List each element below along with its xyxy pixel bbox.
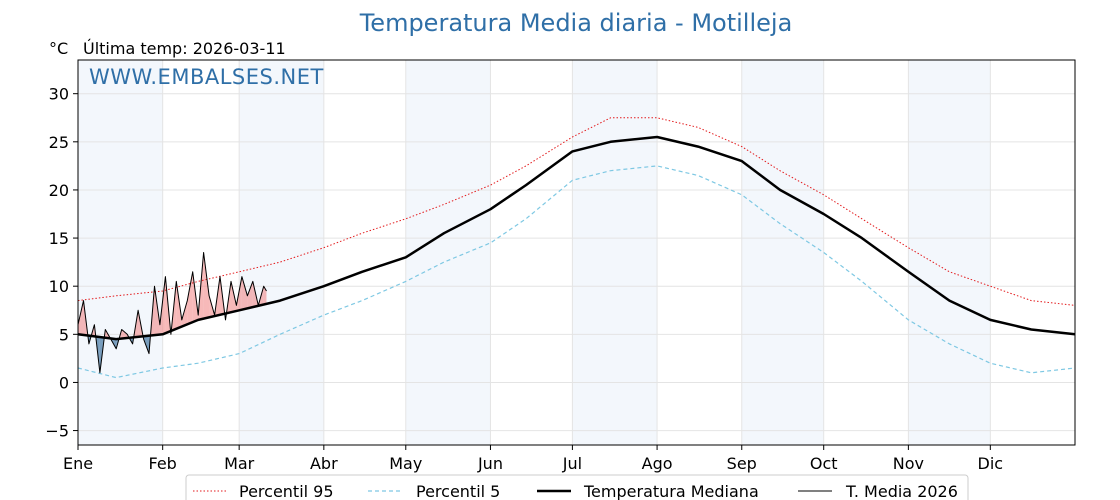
x-axis-ticks: Ene Feb Mar Abr May Jun Jul Ago Sep Oct Nov Dic	[63, 445, 1003, 473]
month-band	[78, 60, 163, 445]
plot-frame	[77, 59, 1076, 446]
warm-anomaly-fill	[78, 300, 84, 335]
x-tick-label: Dic	[978, 454, 1004, 473]
warm-anomaly-fill	[203, 252, 210, 319]
legend-label: T. Media 2026	[845, 482, 958, 500]
x-tick-label: Jun	[477, 454, 503, 473]
legend-label: Percentil 95	[239, 482, 334, 500]
x-tick-label: Ene	[63, 454, 93, 473]
chart-title: Temperatura Media diaria - Motilleja	[359, 9, 793, 37]
watermark: WWW.EMBALSES.NET	[89, 65, 324, 89]
month-band	[908, 60, 991, 445]
y-tick-label: 25	[49, 133, 69, 152]
x-tick-label: Sep	[727, 454, 757, 473]
x-tick-label: Ago	[642, 454, 673, 473]
x-tick-label: Mar	[224, 454, 255, 473]
y-tick-label: 5	[59, 325, 69, 344]
legend-box	[185, 474, 969, 500]
grid-lines	[77, 60, 1075, 445]
warm-anomaly-fill	[241, 276, 248, 310]
series-line-solid-thin	[77, 252, 267, 374]
warm-anomaly-fill	[187, 271, 193, 325]
series-line-dashed	[77, 165, 1076, 379]
month-band	[239, 60, 324, 445]
month-band	[741, 60, 824, 445]
x-tick-label: Jul	[562, 454, 582, 473]
y-tick-label: 15	[49, 229, 69, 248]
x-tick-label: Abr	[310, 454, 338, 473]
series-lines	[77, 117, 1076, 379]
month-band	[572, 60, 658, 445]
x-tick-label: Feb	[149, 454, 177, 473]
legend: Percentil 95 Percentil 5 Temperatura Media…	[185, 474, 969, 500]
warm-anomaly-fill	[247, 281, 253, 309]
month-bands	[78, 60, 991, 445]
y-tick-label: 10	[49, 277, 69, 296]
y-axis-ticks: −5 0 5 10 15 20 25 30	[45, 85, 78, 441]
y-tick-label: 0	[59, 373, 69, 392]
warm-anomaly-fill	[121, 329, 128, 339]
legend-label: Percentil 5	[416, 482, 500, 500]
month-band	[405, 60, 491, 445]
last-temp-label: Última temp: 2026-03-11	[83, 39, 286, 58]
x-tick-label: Nov	[893, 454, 924, 473]
legend-label: Temperatura Mediana	[583, 482, 759, 500]
unit-label: °C	[49, 39, 68, 58]
y-tick-label: 20	[49, 181, 69, 200]
y-tick-label: −5	[45, 422, 69, 441]
series-line-solid-bold	[77, 135, 1076, 341]
x-tick-label: May	[389, 454, 422, 473]
series-line-dotted	[77, 117, 1076, 306]
y-tick-label: 30	[49, 85, 69, 104]
x-tick-label: Oct	[810, 454, 838, 473]
